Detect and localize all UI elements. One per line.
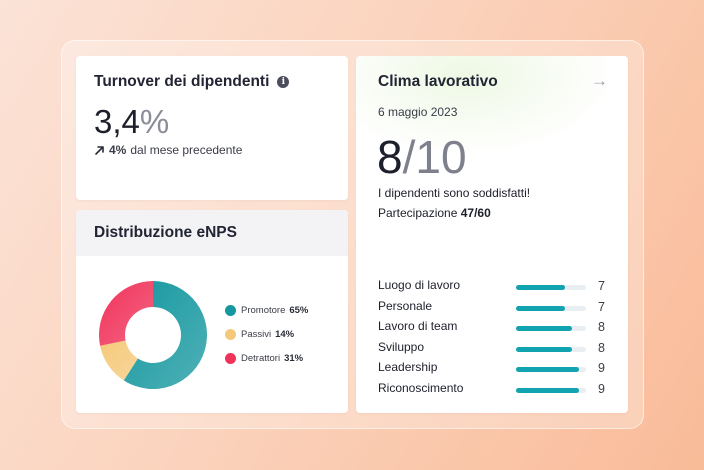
category-row: Luogo di lavoro 7 <box>378 278 610 299</box>
category-label: Leadership <box>378 360 438 375</box>
category-bar-track <box>516 367 586 373</box>
arrow-right-icon[interactable]: → <box>591 71 608 90</box>
trend-up-icon <box>95 145 104 155</box>
clima-card: Clima lavorativo → 6 maggio 2023 8/10 I … <box>356 56 628 413</box>
turnover-number: 3,4 <box>94 103 140 140</box>
category-label: Luogo di lavoro <box>378 278 461 292</box>
donut-slice-promotore[interactable] <box>123 281 208 389</box>
legend-item-passivi: Passivi 14% <box>225 328 308 340</box>
legend-percent: 31% <box>284 352 304 364</box>
category-score: 9 <box>598 381 605 396</box>
clima-participation: Partecipazione 47/60 <box>378 206 491 220</box>
clima-title: Clima lavorativo <box>378 73 498 90</box>
turnover-value: 3,4% <box>94 103 169 141</box>
enps-donut-chart <box>98 281 208 389</box>
participation-label: Partecipazione <box>378 206 458 220</box>
turnover-card: Turnover dei dipendenti i 3,4% 4% dal me… <box>76 56 348 200</box>
category-bar-track <box>516 326 586 332</box>
legend-dot <box>225 352 236 364</box>
turnover-header: Turnover dei dipendenti i <box>94 73 290 91</box>
category-bar-fill <box>516 305 565 311</box>
clima-score-max: /10 <box>402 131 467 183</box>
clima-date: 6 maggio 2023 <box>378 105 458 119</box>
turnover-delta: 4% dal mese precedente <box>94 143 242 157</box>
legend-dot <box>225 304 236 316</box>
turnover-delta-value: 4% <box>109 143 127 157</box>
legend-label: Promotore <box>241 304 286 316</box>
category-row: Sviluppo 8 <box>378 340 610 361</box>
category-bar-fill <box>516 346 572 352</box>
legend-percent: 65% <box>289 304 309 316</box>
legend-percent: 14% <box>275 328 295 340</box>
category-label: Riconoscimento <box>378 380 464 395</box>
legend-label: Passivi <box>241 328 272 340</box>
category-row: Riconoscimento 9 <box>378 381 610 402</box>
category-label: Lavoro di team <box>378 319 458 334</box>
legend-label: Detrattori <box>241 352 281 364</box>
clima-score-value: 8 <box>377 131 403 183</box>
turnover-delta-text: dal mese precedente <box>130 143 243 157</box>
clima-category-list: Luogo di lavoro 7 Personale 7 Lavoro di team… <box>378 278 610 402</box>
category-score: 7 <box>598 299 605 314</box>
category-bar-track <box>516 305 586 311</box>
enps-card: Distribuzione eNPS Promotore 65% Passivi 14… <box>76 210 348 413</box>
category-score: 8 <box>598 340 605 355</box>
participation-value: 47/60 <box>460 206 491 220</box>
category-score: 8 <box>598 320 605 335</box>
category-label: Sviluppo <box>378 339 425 354</box>
turnover-unit: % <box>139 103 170 140</box>
enps-title: Distribuzione eNPS <box>76 210 348 256</box>
legend-item-detrattori: Detrattori 31% <box>225 352 308 364</box>
clima-score: 8/10 <box>377 130 467 184</box>
category-score: 7 <box>598 279 605 293</box>
category-bar-fill <box>516 367 579 373</box>
category-bar-fill <box>516 285 565 290</box>
category-bar-fill <box>516 326 572 332</box>
legend-dot <box>225 328 236 340</box>
category-row: Personale 7 <box>378 299 610 320</box>
info-icon[interactable]: i <box>277 76 290 88</box>
category-bar-track <box>516 285 586 290</box>
enps-legend: Promotore 65% Passivi 14% Detrattori 31% <box>225 304 308 376</box>
category-bar-fill <box>516 387 579 393</box>
category-row: Leadership 9 <box>378 360 610 381</box>
clima-message: I dipendenti sono soddisfatti! <box>378 186 531 200</box>
category-label: Personale <box>378 298 433 313</box>
category-row: Lavoro di team 8 <box>378 319 610 340</box>
donut-slice-passivi[interactable] <box>100 340 138 381</box>
legend-item-promotore: Promotore 65% <box>225 304 308 316</box>
category-score: 9 <box>598 361 605 376</box>
turnover-title: Turnover dei dipendenti <box>94 73 270 90</box>
donut-slice-detrattori[interactable] <box>98 281 153 346</box>
category-bar-track <box>516 346 586 352</box>
category-bar-track <box>516 387 586 393</box>
